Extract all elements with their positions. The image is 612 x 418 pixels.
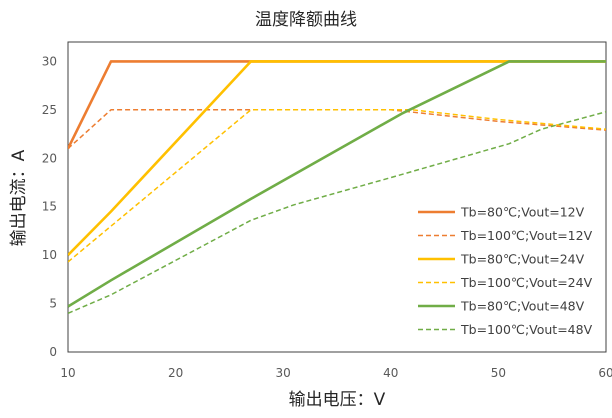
legend-label-5: Tb=80℃;Vout=48V xyxy=(460,299,585,314)
y-tick-label: 20 xyxy=(42,151,57,165)
series-line-1 xyxy=(68,60,606,150)
plot-area: 0 5 10 15 20 25 30 10 20 30 40 50 60 xyxy=(42,41,612,380)
y-tick-label: 25 xyxy=(42,103,57,117)
x-tick-label: 30 xyxy=(276,366,291,380)
legend-label-1: Tb=80℃;Vout=12V xyxy=(460,205,585,220)
legend: Tb=80℃;Vout=12V Tb=100℃;Vout=12V Tb=80℃;Vo… xyxy=(418,205,593,337)
legend-label-4: Tb=100℃;Vout=24V xyxy=(460,275,593,290)
chart-title: 温度降额曲线 xyxy=(255,10,357,30)
x-tick-label: 50 xyxy=(491,366,506,380)
y-tick-label: 10 xyxy=(42,248,57,262)
legend-label-2: Tb=100℃;Vout=12V xyxy=(460,228,593,243)
x-tick-label: 40 xyxy=(383,366,398,380)
series-line-4 xyxy=(68,109,606,263)
x-axis-title: 输出电压：V xyxy=(289,390,386,410)
y-axis-title: 输出电流：A xyxy=(9,149,29,246)
plot-border xyxy=(67,41,607,353)
y-tick-label: 0 xyxy=(49,345,57,359)
y-tick-label: 30 xyxy=(42,54,57,68)
series-line-2 xyxy=(68,109,606,150)
legend-label-3: Tb=80℃;Vout=24V xyxy=(460,252,585,267)
legend-label-6: Tb=100℃;Vout=48V xyxy=(460,322,593,337)
series-line-6 xyxy=(68,111,606,314)
y-tick-label: 15 xyxy=(42,200,57,214)
x-tick-label: 10 xyxy=(60,366,75,380)
y-tick-label: 5 xyxy=(49,297,57,311)
series-line-3 xyxy=(68,60,606,257)
x-tick-label: 60 xyxy=(598,366,612,380)
series-group xyxy=(68,60,606,314)
series-line-5 xyxy=(68,60,606,308)
x-tick-label: 20 xyxy=(168,366,183,380)
